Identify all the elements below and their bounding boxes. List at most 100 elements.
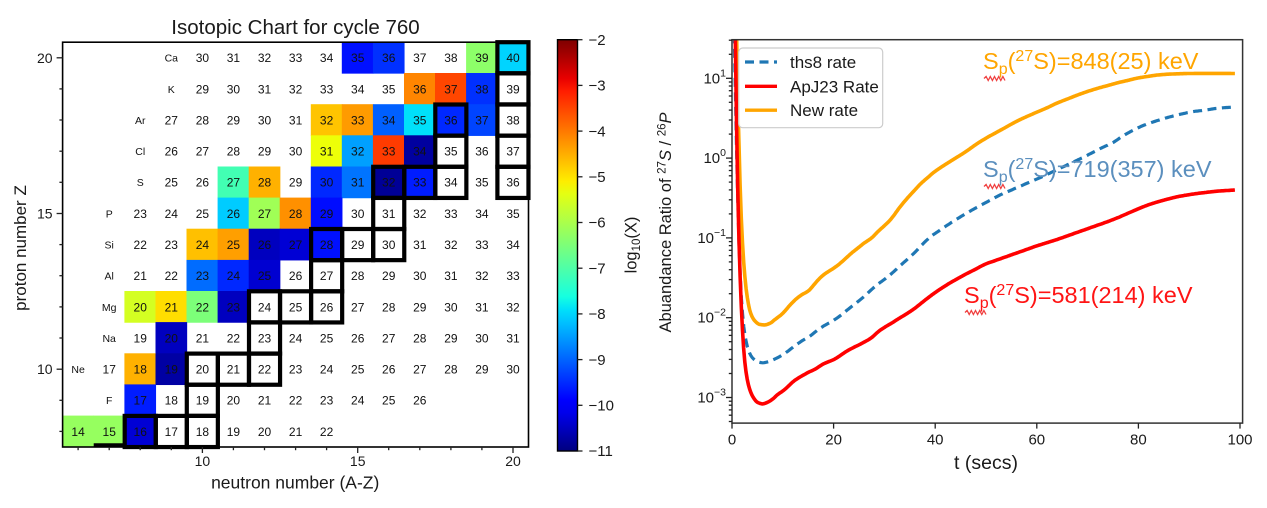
svg-text:30: 30 — [506, 363, 520, 377]
svg-text:30: 30 — [351, 207, 365, 221]
svg-text:14: 14 — [71, 425, 85, 439]
svg-text:22: 22 — [196, 300, 210, 314]
svg-text:60: 60 — [1028, 432, 1045, 449]
svg-text:24: 24 — [165, 207, 179, 221]
svg-text:20: 20 — [258, 425, 272, 439]
svg-text:22: 22 — [320, 425, 334, 439]
svg-text:34: 34 — [444, 176, 458, 190]
svg-text:33: 33 — [444, 207, 458, 221]
svg-text:32: 32 — [413, 207, 427, 221]
svg-text:29: 29 — [475, 363, 489, 377]
svg-text:32: 32 — [506, 300, 520, 314]
svg-text:Al: Al — [105, 271, 114, 283]
svg-text:38: 38 — [475, 82, 489, 96]
svg-text:31: 31 — [444, 269, 458, 283]
svg-text:36: 36 — [444, 113, 458, 127]
svg-text:28: 28 — [351, 269, 365, 283]
svg-text:31: 31 — [506, 331, 520, 345]
svg-text:21: 21 — [134, 269, 148, 283]
svg-text:34: 34 — [351, 82, 365, 96]
svg-text:20: 20 — [165, 331, 179, 345]
svg-text:19: 19 — [134, 331, 148, 345]
svg-text:35: 35 — [351, 51, 365, 65]
svg-text:39: 39 — [475, 51, 489, 65]
svg-text:31: 31 — [382, 207, 396, 221]
svg-text:36: 36 — [475, 145, 489, 159]
svg-text:28: 28 — [196, 113, 210, 127]
svg-text:22: 22 — [227, 331, 241, 345]
svg-text:35: 35 — [506, 207, 520, 221]
svg-text:34: 34 — [475, 207, 489, 221]
svg-text:31: 31 — [475, 300, 489, 314]
svg-text:27: 27 — [227, 176, 241, 190]
svg-text:31: 31 — [289, 113, 303, 127]
svg-text:21: 21 — [196, 331, 210, 345]
svg-text:22: 22 — [289, 394, 303, 408]
svg-text:32: 32 — [258, 51, 272, 65]
svg-text:Ca: Ca — [165, 53, 179, 65]
svg-text:23: 23 — [227, 300, 241, 314]
svg-text:F: F — [106, 395, 112, 407]
svg-text:−5: −5 — [589, 169, 606, 186]
svg-text:36: 36 — [382, 51, 396, 65]
svg-text:−8: −8 — [589, 306, 606, 323]
svg-text:Ne: Ne — [71, 364, 85, 376]
svg-text:26: 26 — [196, 176, 210, 190]
svg-text:34: 34 — [382, 113, 396, 127]
svg-text:29: 29 — [258, 145, 272, 159]
svg-text:33: 33 — [289, 51, 303, 65]
svg-text:20: 20 — [37, 50, 53, 66]
svg-text:25: 25 — [196, 207, 210, 221]
svg-text:34: 34 — [413, 145, 427, 159]
svg-text:26: 26 — [413, 394, 427, 408]
svg-text:29: 29 — [320, 207, 334, 221]
svg-text:30: 30 — [475, 331, 489, 345]
svg-text:29: 29 — [227, 113, 241, 127]
svg-text:23: 23 — [289, 363, 303, 377]
svg-text:23: 23 — [320, 394, 334, 408]
svg-text:22: 22 — [258, 363, 272, 377]
svg-text:S: S — [137, 177, 144, 189]
svg-text:K: K — [168, 84, 175, 96]
svg-text:21: 21 — [258, 394, 272, 408]
svg-text:19: 19 — [227, 425, 241, 439]
svg-text:24: 24 — [258, 300, 272, 314]
svg-text:35: 35 — [475, 176, 489, 190]
svg-text:33: 33 — [351, 113, 365, 127]
svg-text:28: 28 — [320, 238, 334, 252]
svg-text:33: 33 — [320, 82, 334, 96]
svg-text:29: 29 — [351, 238, 365, 252]
svg-text:27: 27 — [165, 113, 179, 127]
svg-text:21: 21 — [289, 425, 303, 439]
svg-text:31: 31 — [351, 176, 365, 190]
svg-text:18: 18 — [134, 363, 148, 377]
svg-text:30: 30 — [413, 269, 427, 283]
svg-text:17: 17 — [103, 363, 117, 377]
svg-text:proton number Z: proton number Z — [11, 185, 30, 311]
svg-text:35: 35 — [382, 82, 396, 96]
svg-text:26: 26 — [227, 207, 241, 221]
svg-text:80: 80 — [1130, 432, 1147, 449]
svg-text:15: 15 — [103, 425, 117, 439]
svg-text:100: 100 — [1227, 432, 1252, 449]
svg-text:38: 38 — [444, 51, 458, 65]
svg-text:t (secs): t (secs) — [954, 452, 1018, 474]
svg-text:29: 29 — [196, 82, 210, 96]
svg-text:32: 32 — [320, 113, 334, 127]
svg-text:36: 36 — [413, 82, 427, 96]
svg-text:38: 38 — [506, 113, 520, 127]
svg-text:30: 30 — [289, 145, 303, 159]
svg-text:32: 32 — [382, 176, 396, 190]
svg-text:21: 21 — [165, 300, 179, 314]
svg-text:New rate: New rate — [790, 101, 858, 120]
svg-text:37: 37 — [413, 51, 427, 65]
svg-text:37: 37 — [506, 145, 520, 159]
svg-text:24: 24 — [289, 331, 303, 345]
svg-text:17: 17 — [165, 425, 179, 439]
svg-text:P: P — [106, 208, 113, 220]
svg-text:20: 20 — [134, 300, 148, 314]
svg-text:25: 25 — [227, 238, 241, 252]
svg-text:neutron number (A-Z): neutron number (A-Z) — [211, 473, 379, 493]
svg-text:30: 30 — [196, 51, 210, 65]
svg-text:27: 27 — [258, 207, 272, 221]
